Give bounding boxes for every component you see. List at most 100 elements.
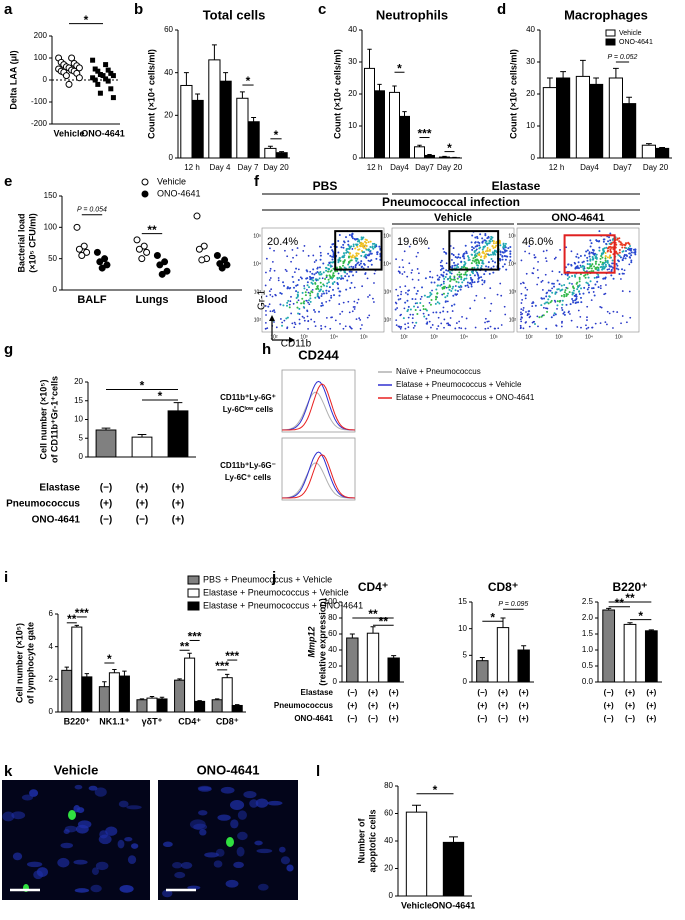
event — [563, 291, 566, 294]
event — [585, 281, 588, 284]
event — [584, 273, 587, 276]
event — [281, 321, 284, 324]
x-tick-label: 12 h — [549, 163, 565, 172]
y-axis-label: Cell number (×10⁵) — [38, 379, 48, 459]
histogram-curve — [281, 380, 356, 431]
x-tick-label: 10⁴ — [460, 334, 468, 340]
x-tick-label: B220⁺ — [64, 716, 91, 726]
event — [560, 294, 563, 297]
event — [616, 264, 619, 267]
chart-title: Neutrophils — [376, 7, 448, 22]
event — [271, 295, 274, 298]
nucleus — [105, 826, 118, 836]
event — [446, 300, 449, 303]
event — [277, 277, 280, 279]
event — [593, 294, 596, 297]
event — [279, 318, 282, 320]
error-bar — [195, 93, 201, 101]
event — [486, 320, 489, 323]
gate-percentage: 19.6% — [397, 236, 428, 248]
event — [319, 288, 322, 291]
y-tick-label: 100 — [324, 597, 338, 606]
event — [572, 299, 575, 302]
event — [582, 292, 585, 295]
event — [522, 282, 525, 285]
bar — [194, 700, 206, 713]
point — [108, 86, 114, 92]
event — [593, 276, 596, 279]
point — [143, 248, 151, 256]
event — [268, 290, 271, 292]
event — [542, 250, 545, 253]
event — [313, 273, 316, 276]
event — [470, 241, 473, 244]
event — [618, 254, 621, 257]
event — [461, 281, 464, 284]
event — [578, 278, 581, 281]
event — [416, 290, 419, 293]
event — [466, 284, 469, 287]
event — [297, 291, 300, 294]
event — [611, 262, 614, 265]
error-bar — [239, 91, 245, 99]
event — [570, 264, 573, 267]
event — [484, 255, 487, 258]
event — [353, 286, 356, 289]
event — [313, 261, 316, 263]
event — [554, 256, 557, 259]
error-bar — [187, 652, 192, 659]
bar — [219, 80, 232, 159]
event — [298, 318, 301, 321]
event — [628, 248, 631, 251]
point — [213, 252, 221, 260]
event — [457, 281, 460, 284]
event — [478, 254, 481, 257]
nucleus — [267, 800, 283, 806]
nucleus — [189, 819, 206, 830]
event — [464, 327, 467, 330]
event — [286, 255, 289, 258]
event — [325, 292, 328, 295]
event — [365, 245, 368, 248]
event — [501, 265, 504, 268]
event — [319, 281, 322, 284]
event — [367, 249, 370, 252]
event — [623, 269, 626, 272]
event — [567, 311, 570, 314]
event — [399, 298, 402, 300]
event — [406, 310, 409, 313]
event — [628, 290, 631, 293]
event — [603, 277, 606, 280]
event — [343, 254, 346, 257]
bar — [118, 675, 130, 713]
nucleus — [162, 841, 173, 848]
event — [293, 326, 296, 329]
gate — [448, 230, 500, 271]
event — [413, 286, 416, 289]
event — [445, 286, 448, 289]
event — [271, 310, 274, 313]
y-tick-label: 5 — [79, 433, 84, 442]
event — [338, 276, 341, 279]
event — [531, 272, 534, 274]
nucleus — [198, 810, 208, 816]
significance-label: * — [107, 652, 112, 666]
event — [420, 295, 423, 298]
event — [269, 310, 272, 313]
event — [310, 278, 313, 281]
event — [586, 273, 589, 276]
event — [493, 327, 496, 330]
event — [480, 276, 483, 279]
event — [425, 317, 428, 320]
event — [621, 250, 624, 253]
event — [285, 270, 288, 273]
event — [435, 295, 438, 298]
event — [520, 259, 523, 262]
error-bar — [173, 402, 183, 411]
event — [602, 252, 605, 255]
event — [586, 288, 589, 291]
event — [407, 326, 410, 329]
event — [348, 245, 351, 248]
bar — [389, 91, 400, 159]
bar — [191, 99, 204, 159]
